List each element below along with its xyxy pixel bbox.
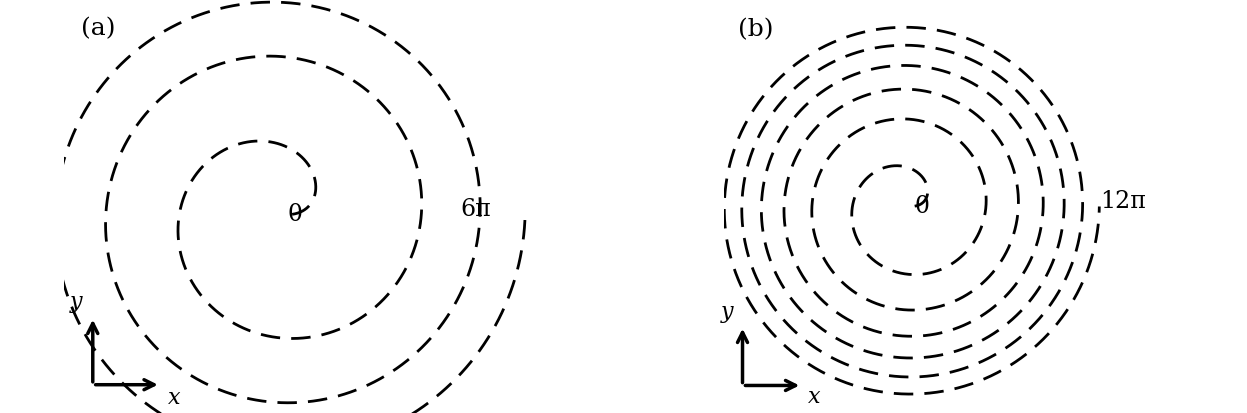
Text: x: x — [167, 387, 180, 409]
Text: 6π: 6π — [460, 198, 491, 221]
Text: (b): (b) — [738, 18, 773, 41]
Text: y: y — [721, 301, 734, 323]
Text: (a): (a) — [81, 17, 116, 40]
Text: 0: 0 — [288, 204, 303, 226]
Text: x: x — [808, 387, 821, 408]
Text: 12π: 12π — [1100, 190, 1146, 214]
Text: y: y — [70, 292, 82, 313]
Text: 0: 0 — [914, 195, 929, 218]
